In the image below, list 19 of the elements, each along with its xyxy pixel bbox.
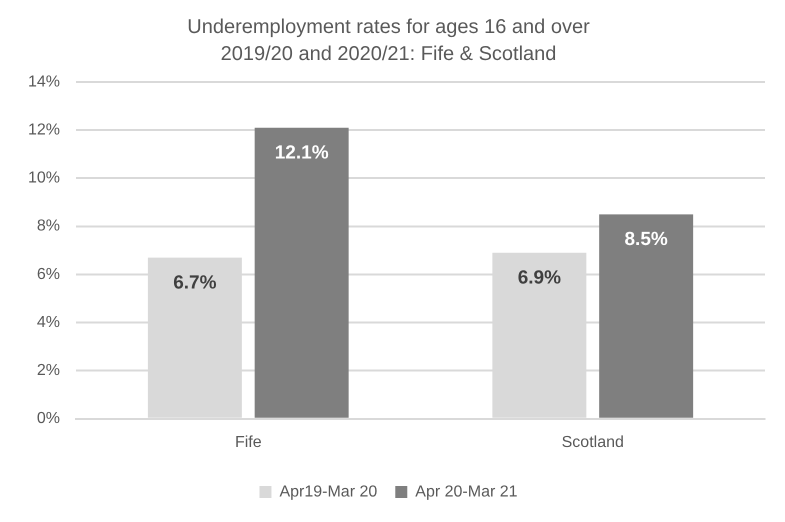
- data-label: 6.9%: [518, 268, 562, 289]
- y-tick-label: 14%: [28, 73, 60, 90]
- bar: [599, 214, 694, 418]
- y-tick-label: 0%: [36, 410, 60, 428]
- legend-label: Apr 20-Mar 21: [415, 483, 518, 500]
- y-tick-label: 10%: [28, 170, 60, 187]
- y-tick-label: 12%: [28, 122, 60, 139]
- chart-title: Underemployment rates for ages 16 and over 2019/20 and 2020/21: Fife & Scotland: [187, 16, 590, 66]
- legend-label: Apr19-Mar 20: [279, 483, 378, 500]
- y-tick-label: 6%: [36, 266, 60, 283]
- data-label: 6.7%: [173, 272, 217, 294]
- data-label: 12.1%: [274, 142, 329, 164]
- y-tick-label: 4%: [36, 314, 60, 331]
- y-tick-label: 8%: [36, 218, 60, 235]
- x-tick-label: Fife: [234, 434, 262, 451]
- data-label: 8.5%: [624, 229, 668, 250]
- y-tick-label: 2%: [36, 362, 60, 380]
- x-tick-label: Scotland: [562, 434, 624, 451]
- bar: [254, 128, 349, 418]
